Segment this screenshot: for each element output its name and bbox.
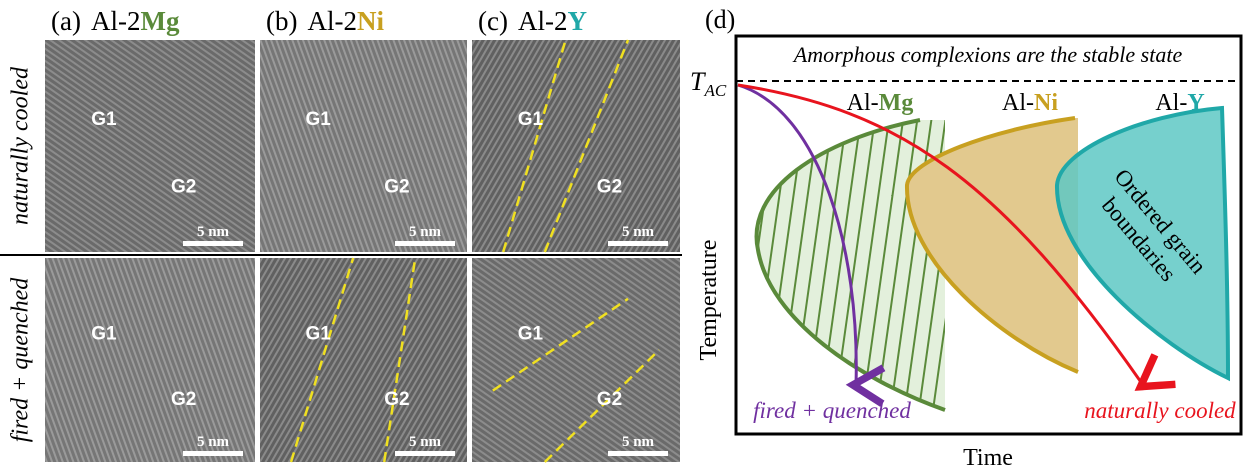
micrograph (45, 40, 255, 252)
micrograph (260, 40, 467, 252)
panel-label: (d) (705, 5, 735, 34)
grain-label: G1 (306, 324, 332, 345)
alloy-element: Y (567, 6, 587, 36)
region-label: Al-Ni (1002, 90, 1058, 116)
scale-label: 5 nm (409, 224, 442, 240)
micrograph (260, 258, 467, 462)
micrograph (472, 40, 680, 252)
figure: naturally cooled fired + quenched (d) Am… (0, 0, 1254, 473)
scale-label: 5 nm (197, 434, 230, 450)
tac-label: TAC (690, 67, 727, 100)
scale-bar (608, 451, 668, 456)
grain-label: G1 (306, 109, 332, 130)
alloy-element: Mg (140, 6, 179, 36)
scale-bar (183, 451, 243, 456)
x-axis-label: Time (963, 445, 1013, 471)
region-prefix: Al- (1002, 90, 1034, 116)
panel-header: (c) Al-2Y (478, 6, 587, 36)
banner: Amorphous complexions are the stable sta… (792, 42, 1183, 67)
scale-bar (395, 241, 455, 246)
y-axis-label: Temperature (696, 240, 722, 361)
region-element: Y (1187, 90, 1204, 116)
grain-label: G2 (384, 389, 409, 410)
grain-label: G1 (518, 324, 544, 345)
grain-label: G1 (91, 324, 117, 345)
alloy-prefix: Al-2 (307, 6, 357, 36)
scale-bar (395, 451, 455, 456)
alloy-prefix: Al-2 (91, 6, 141, 36)
region-prefix: Al- (1155, 90, 1187, 116)
grain-label: G2 (171, 177, 196, 198)
region-prefix: Al- (847, 90, 879, 116)
panel-label: (b) (266, 6, 297, 36)
panel-label: (a) (51, 6, 81, 36)
curve-label: fired + quenched (753, 398, 911, 423)
scale-bar (608, 241, 668, 246)
row-label: fired + quenched (8, 277, 34, 443)
grain-label: G1 (518, 109, 544, 130)
grain-label: G2 (597, 177, 622, 198)
panel-label: (c) (478, 6, 508, 36)
grain-label: G2 (597, 389, 622, 410)
curve-label: naturally cooled (1084, 398, 1236, 423)
region-label: Al-Y (1155, 90, 1204, 116)
region-label: Al-Mg (847, 90, 914, 116)
region-element: Mg (879, 90, 914, 116)
region-element: Ni (1034, 90, 1058, 116)
tac-sub: AC (703, 81, 726, 100)
scale-label: 5 nm (409, 434, 442, 450)
grain-label: G1 (91, 109, 117, 130)
alloy-element: Ni (357, 6, 384, 36)
grain-label: G2 (384, 177, 409, 198)
grain-label: G2 (171, 389, 196, 410)
micrograph (45, 258, 255, 462)
panel-header: (a) Al-2Mg (51, 6, 180, 36)
scale-label: 5 nm (197, 224, 230, 240)
panel-header: (b) Al-2Ni (266, 6, 384, 36)
alloy-prefix: Al-2 (518, 6, 568, 36)
scale-label: 5 nm (622, 434, 655, 450)
scale-label: 5 nm (622, 224, 655, 240)
scale-bar (183, 241, 243, 246)
row-label: naturally cooled (8, 66, 34, 225)
